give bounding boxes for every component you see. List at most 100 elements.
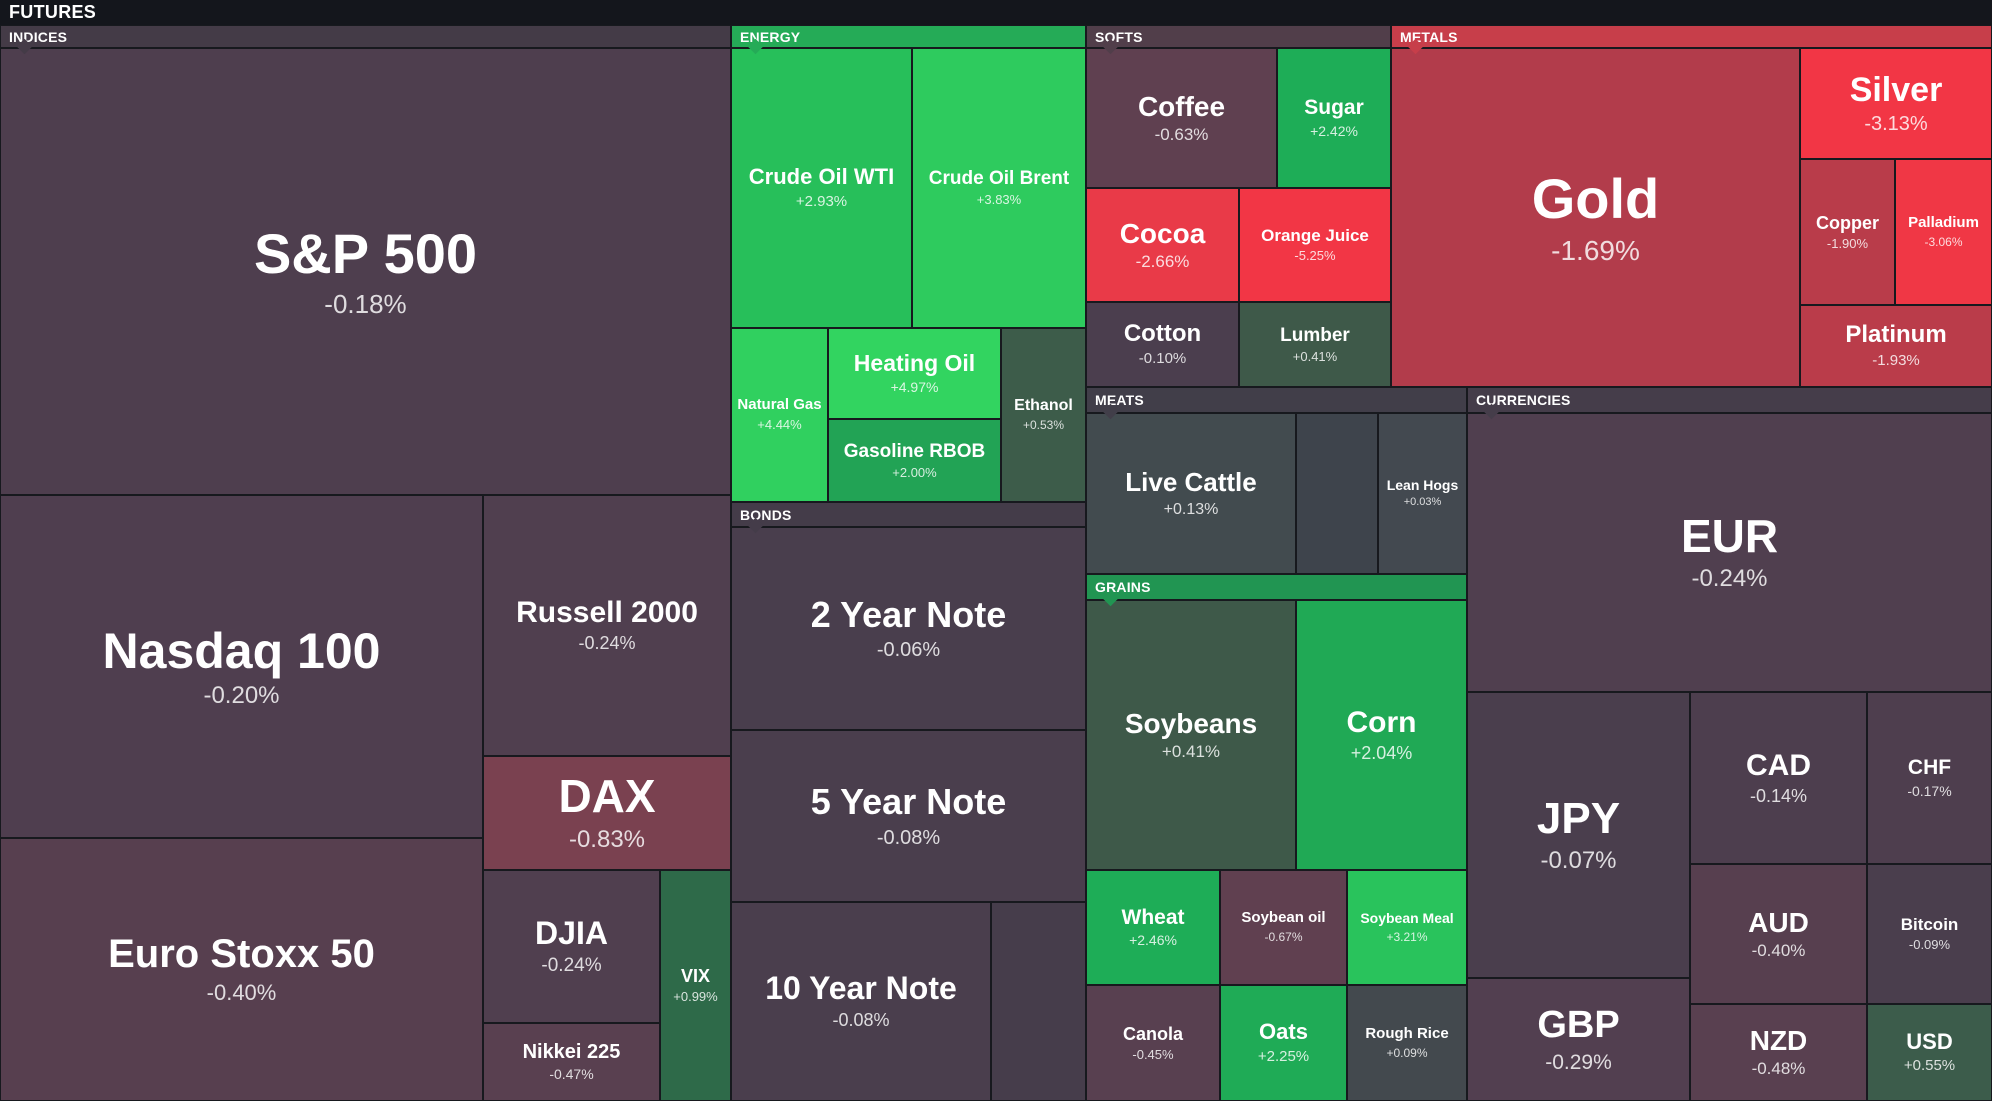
tile-change: -3.13% — [1864, 113, 1928, 136]
tile-meat-unlabeled[interactable] — [1296, 413, 1378, 574]
tile-change: -0.63% — [1154, 124, 1209, 144]
tile-djia[interactable]: DJIA -0.24% — [483, 870, 660, 1023]
tile-jpy[interactable]: JPY -0.07% — [1467, 692, 1690, 978]
section-header-meats[interactable]: MEATS — [1086, 387, 1467, 420]
tile-name: NZD — [1749, 1025, 1808, 1057]
tile-soybean-oil[interactable]: Soybean oil -0.67% — [1220, 870, 1347, 985]
section-header-grains[interactable]: GRAINS — [1086, 574, 1467, 607]
tile-silver[interactable]: Silver -3.13% — [1800, 48, 1992, 159]
tile-cotton[interactable]: Cotton -0.10% — [1086, 302, 1239, 387]
tile-name: VIX — [680, 966, 710, 987]
tile-change: -1.90% — [1826, 235, 1869, 251]
tile-change: -1.93% — [1872, 351, 1920, 369]
tile-bond-unlabeled[interactable] — [991, 902, 1086, 1101]
tile-dax[interactable]: DAX -0.83% — [483, 756, 731, 870]
tile-ethanol[interactable]: Ethanol +0.53% — [1001, 328, 1086, 502]
tile-name: 5 Year Note — [810, 781, 1007, 823]
tile-nasdaq-100[interactable]: Nasdaq 100 -0.20% — [0, 495, 483, 838]
tile-change: -0.24% — [541, 954, 602, 976]
tile-change: +0.13% — [1163, 500, 1219, 518]
tile-change: +0.09% — [1386, 1045, 1428, 1060]
tile-bitcoin[interactable]: Bitcoin -0.09% — [1867, 864, 1992, 1004]
tile-10-year-note[interactable]: 10 Year Note -0.08% — [731, 902, 991, 1101]
tile-sp500[interactable]: S&P 500 -0.18% — [0, 48, 731, 495]
tile-live-cattle[interactable]: Live Cattle +0.13% — [1086, 413, 1296, 574]
tile-crude-oil-brent[interactable]: Crude Oil Brent +3.83% — [912, 48, 1086, 328]
tile-chf[interactable]: CHF -0.17% — [1867, 692, 1992, 864]
tile-cocoa[interactable]: Cocoa -2.66% — [1086, 188, 1239, 302]
tile-usd[interactable]: USD +0.55% — [1867, 1004, 1992, 1101]
tile-name: EUR — [1680, 509, 1779, 562]
tile-orange-juice[interactable]: Orange Juice -5.25% — [1239, 188, 1391, 302]
tile-lumber[interactable]: Lumber +0.41% — [1239, 302, 1391, 387]
tile-canola[interactable]: Canola -0.45% — [1086, 985, 1220, 1101]
section-label: METALS — [1400, 28, 1458, 45]
tile-sugar[interactable]: Sugar +2.42% — [1277, 48, 1391, 188]
section-label: BONDS — [740, 506, 792, 523]
tile-change: -0.24% — [578, 633, 636, 653]
section-header-currencies[interactable]: CURRENCIES — [1467, 387, 1992, 420]
tile-coffee[interactable]: Coffee -0.63% — [1086, 48, 1277, 188]
tile-name: AUD — [1748, 906, 1809, 938]
tile-name: USD — [1906, 1028, 1953, 1054]
tile-name: Natural Gas — [737, 396, 822, 414]
tile-name: Nasdaq 100 — [102, 622, 381, 679]
tile-name: Lumber — [1280, 324, 1350, 346]
tile-natural-gas[interactable]: Natural Gas +4.44% — [731, 328, 828, 502]
tile-nikkei-225[interactable]: Nikkei 225 -0.47% — [483, 1023, 660, 1101]
section-header-energy[interactable]: ENERGY — [731, 25, 1086, 55]
section-label: INDICES — [9, 28, 68, 45]
tile-change: -0.18% — [324, 288, 407, 319]
tile-crude-oil-wti[interactable]: Crude Oil WTI +2.93% — [731, 48, 912, 328]
tile-lean-hogs[interactable]: Lean Hogs +0.03% — [1378, 413, 1467, 574]
tile-name: Rough Rice — [1365, 1024, 1449, 1042]
tile-name: Palladium — [1908, 213, 1979, 231]
tile-gbp[interactable]: GBP -0.29% — [1467, 978, 1690, 1101]
tile-name: DJIA — [535, 914, 608, 951]
tile-change: +0.03% — [1403, 496, 1442, 509]
tile-name: Copper — [1816, 212, 1879, 233]
section-header-metals[interactable]: METALS — [1391, 25, 1992, 55]
tile-change: -0.20% — [203, 681, 280, 709]
section-label: GRAINS — [1095, 579, 1151, 595]
tile-cad[interactable]: CAD -0.14% — [1690, 692, 1867, 864]
tile-2-year-note[interactable]: 2 Year Note -0.06% — [731, 527, 1086, 730]
tile-change: -0.29% — [1545, 1050, 1612, 1074]
tile-change: -0.40% — [1751, 940, 1806, 960]
tile-euro-stoxx-50[interactable]: Euro Stoxx 50 -0.40% — [0, 838, 483, 1101]
tile-aud[interactable]: AUD -0.40% — [1690, 864, 1867, 1004]
section-header-bonds[interactable]: BONDS — [731, 502, 1086, 534]
tile-corn[interactable]: Corn +2.04% — [1296, 600, 1467, 870]
section-header-softs[interactable]: SOFTS — [1086, 25, 1391, 55]
tile-gasoline-rbob[interactable]: Gasoline RBOB +2.00% — [828, 419, 1001, 502]
tile-nzd[interactable]: NZD -0.48% — [1690, 1004, 1867, 1101]
tile-name: Cotton — [1123, 319, 1202, 347]
tile-rough-rice[interactable]: Rough Rice +0.09% — [1347, 985, 1467, 1101]
tile-heating-oil[interactable]: Heating Oil +4.97% — [828, 328, 1001, 419]
tile-change: +4.97% — [890, 379, 939, 396]
section-softs: SOFTS Coffee -0.63% Sugar +2.42% Cocoa -… — [1086, 25, 1391, 387]
section-header-indices[interactable]: INDICES — [0, 25, 731, 55]
tile-copper[interactable]: Copper -1.90% — [1800, 159, 1895, 305]
tile-name: CHF — [1907, 756, 1952, 780]
tile-change: -0.47% — [549, 1066, 594, 1083]
tile-oats[interactable]: Oats +2.25% — [1220, 985, 1347, 1101]
tile-change: -0.14% — [1749, 785, 1808, 806]
tile-palladium[interactable]: Palladium -3.06% — [1895, 159, 1992, 305]
tile-wheat[interactable]: Wheat +2.46% — [1086, 870, 1220, 985]
tile-name: Bitcoin — [1900, 915, 1959, 935]
tile-name: Crude Oil WTI — [748, 164, 895, 190]
tile-change: -0.83% — [568, 825, 646, 853]
tile-vix[interactable]: VIX +0.99% — [660, 870, 731, 1101]
tile-name: Nikkei 225 — [522, 1040, 621, 1063]
tile-gold[interactable]: Gold -1.69% — [1391, 48, 1800, 387]
tile-5-year-note[interactable]: 5 Year Note -0.08% — [731, 730, 1086, 902]
tile-name: Orange Juice — [1261, 226, 1369, 246]
tile-eur[interactable]: EUR -0.24% — [1467, 413, 1992, 692]
tile-russell-2000[interactable]: Russell 2000 -0.24% — [483, 495, 731, 756]
tile-platinum[interactable]: Platinum -1.93% — [1800, 305, 1992, 387]
section-label: ENERGY — [740, 28, 801, 45]
tile-soybean-meal[interactable]: Soybean Meal +3.21% — [1347, 870, 1467, 985]
app-title-bar: FUTURES — [0, 0, 1992, 25]
tile-soybeans[interactable]: Soybeans +0.41% — [1086, 600, 1296, 870]
